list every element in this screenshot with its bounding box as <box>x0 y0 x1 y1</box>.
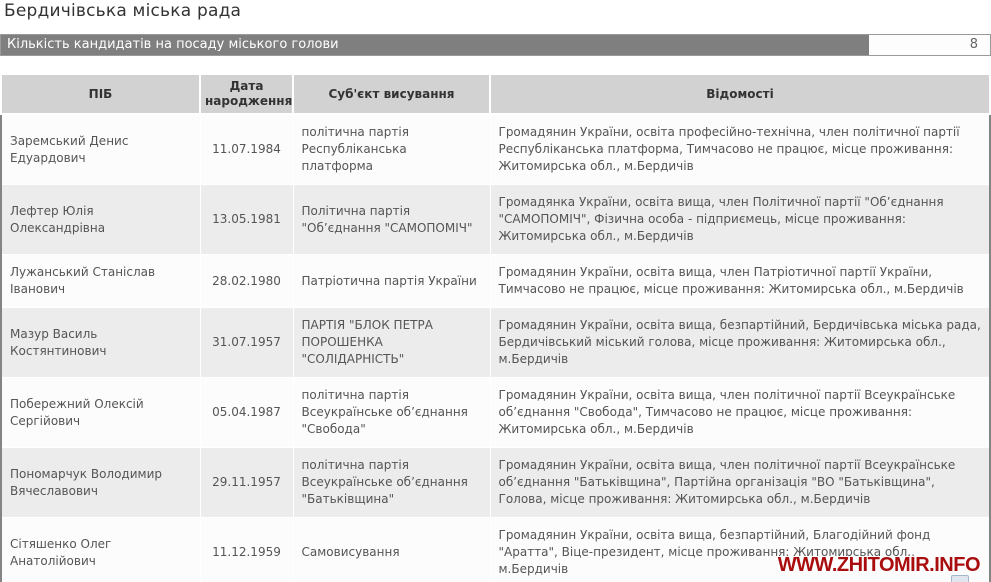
cell-subject: Самовисування <box>292 517 491 582</box>
cell-details: Громадянин України, освіта вища, член Па… <box>489 254 991 308</box>
table-row: Сітяшенко Олег Анатолійович 11.12.1959 С… <box>0 517 991 582</box>
cell-dob: 05.04.1987 <box>199 377 294 448</box>
site-watermark: WWW.ZHITOMIR.INFO <box>777 554 981 576</box>
cell-details: Громадянка України, освіта вища, член По… <box>489 184 991 255</box>
cell-subject: Патріотична партія України <box>292 254 491 308</box>
table-row: Пономарчук Володимир Вячеславович 29.11.… <box>0 447 991 518</box>
cell-details: Громадянин України, освіта професійно-те… <box>489 113 991 185</box>
table-header-row: ПІБ Дата народження Суб'єкт висування Ві… <box>0 73 991 115</box>
cell-name: Сітяшенко Олег Анатолійович <box>0 517 201 582</box>
cell-details: Громадянин України, освіта вища, безпарт… <box>489 307 991 378</box>
cell-subject: Політична партія "Об’єднання "САМОПОМІЧ" <box>292 184 491 255</box>
cell-subject: ПАРТІЯ "БЛОК ПЕТРА ПОРОШЕНКА "СОЛІДАРНІС… <box>292 307 491 378</box>
cell-name: Лефтер Юлія Олександрівна <box>0 184 201 255</box>
cell-subject: політична партія Всеукраїнське об’єднанн… <box>292 377 491 448</box>
table-row: Заремський Денис Едуардович 11.07.1984 п… <box>0 113 991 185</box>
table-row: Лужанський Станіслав Іванович 28.02.1980… <box>0 254 991 308</box>
header-name: ПІБ <box>0 73 201 115</box>
candidate-counter-bar: Кількість кандидатів на посаду міського … <box>0 34 991 56</box>
cell-name: Побережний Олексій Сергійович <box>0 377 201 448</box>
cell-name: Заремський Денис Едуардович <box>0 113 201 185</box>
cell-dob: 29.11.1957 <box>199 447 294 518</box>
cell-dob: 11.12.1959 <box>199 517 294 582</box>
cell-dob: 28.02.1980 <box>199 254 294 308</box>
cell-dob: 13.05.1981 <box>199 184 294 255</box>
cell-name: Мазур Василь Костянтинович <box>0 307 201 378</box>
cell-details: Громадянин України, освіта вища, безпарт… <box>489 517 991 582</box>
cell-subject: політична партія Всеукраїнське об’єднанн… <box>292 447 491 518</box>
partial-window-icon <box>951 575 969 582</box>
cell-name: Лужанський Станіслав Іванович <box>0 254 201 308</box>
header-details: Відомості <box>489 73 991 115</box>
cell-details: Громадянин України, освіта вища, член по… <box>489 447 991 518</box>
table-row: Лефтер Юлія Олександрівна 13.05.1981 Пол… <box>0 184 991 255</box>
cell-dob: 31.07.1957 <box>199 307 294 378</box>
table-row: Побережний Олексій Сергійович 05.04.1987… <box>0 377 991 448</box>
counter-label: Кількість кандидатів на посаду міського … <box>1 35 869 55</box>
header-dob: Дата народження <box>199 73 294 115</box>
header-subject: Суб'єкт висування <box>292 73 491 115</box>
cell-details: Громадянин України, освіта вища, член по… <box>489 377 991 448</box>
page-title: Бердичівська міська рада <box>4 1 242 21</box>
cell-dob: 11.07.1984 <box>199 113 294 185</box>
candidates-table: ПІБ Дата народження Суб'єкт висування Ві… <box>0 73 991 582</box>
table-row: Мазур Василь Костянтинович 31.07.1957 ПА… <box>0 307 991 378</box>
counter-value: 8 <box>969 37 978 52</box>
cell-subject: політична партія Республіканська платфор… <box>292 113 491 185</box>
cell-name: Пономарчук Володимир Вячеславович <box>0 447 201 518</box>
